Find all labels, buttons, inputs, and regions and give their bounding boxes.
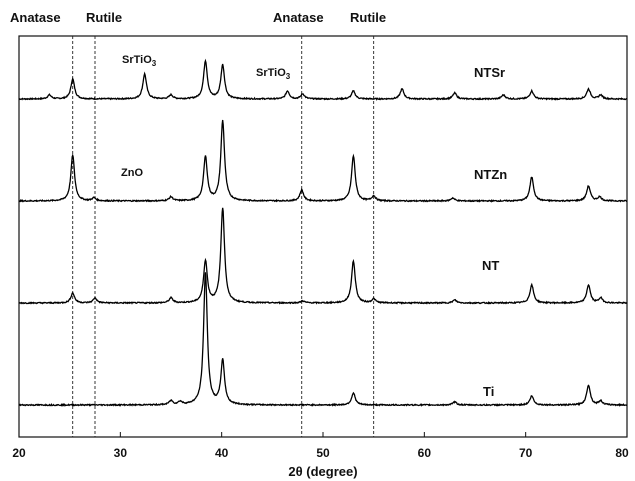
x-axis-title: 2θ (degree) [288,464,357,479]
phase-label-rutile-1: Rutile [86,10,122,25]
x-tick-label-50: 50 [316,446,330,460]
annotation-zno: ZnO [121,167,143,179]
annotation-srtio3-1-sub: 3 [152,59,157,68]
x-tick-label-20: 20 [12,446,26,460]
annotation-srtio3-2-sub: 3 [286,72,291,81]
phase-label-anatase-2: Anatase [273,10,324,25]
annotation-srtio3-2: SrTiO3 [256,67,291,81]
trace-ntsr [18,58,628,101]
series-label-ntsr: NTSr [474,65,505,80]
trace-ntzn [18,119,628,203]
trace-nt [18,207,628,305]
annotation-srtio3-2-main: SrTiO [256,67,286,79]
annotation-srtio3-1: SrTiO3 [122,54,157,68]
x-tick-label-40: 40 [215,446,229,460]
annotation-srtio3-1-main: SrTiO [122,54,152,66]
series-label-ti: Ti [483,384,494,399]
trace-ti [18,272,628,408]
plot-frame [18,35,628,438]
x-tick-label-70: 70 [519,446,533,460]
series-label-nt: NT [482,258,499,273]
series-label-ntzn: NTZn [474,167,507,182]
x-tick-label-60: 60 [418,446,432,460]
x-tick-label-80: 80 [615,446,629,460]
phase-label-rutile-2: Rutile [350,10,386,25]
reference-lines [72,36,375,437]
phase-label-anatase-1: Anatase [10,10,61,25]
x-tick-label-30: 30 [114,446,128,460]
diffraction-traces [18,58,628,408]
x-axis-ticks: 20 30 40 50 60 70 80 [12,432,629,460]
